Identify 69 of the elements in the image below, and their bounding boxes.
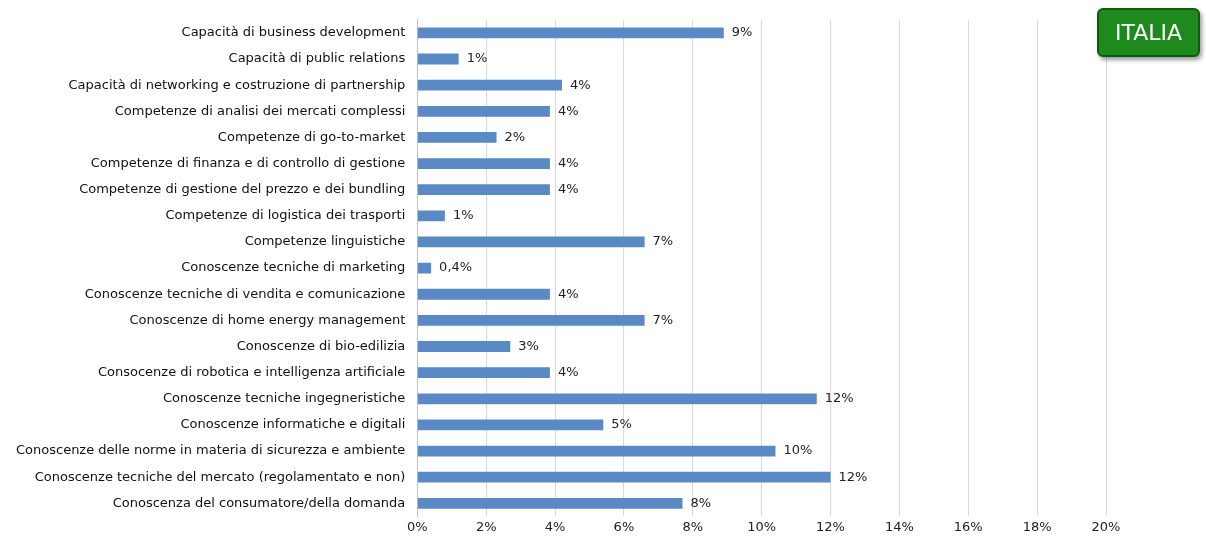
- y-tick-label: Competenze di go-to-market: [217, 128, 406, 144]
- bar: [417, 262, 432, 274]
- data-label: 4%: [557, 285, 579, 301]
- y-tick-label: Competenze di analisi dei mercati complessi: [114, 102, 406, 118]
- x-tick-label: 20%: [1091, 518, 1121, 534]
- y-tick-label: Conoscenze tecniche del mercato (regolamentato e non): [34, 468, 406, 484]
- bar: [417, 236, 645, 248]
- bar: [417, 445, 776, 457]
- x-tick-label: 12%: [816, 518, 845, 534]
- bar: [417, 27, 724, 39]
- bar: [417, 184, 550, 196]
- x-tick-label: 4%: [544, 518, 566, 534]
- y-tick-label: Conoscenze tecniche di vendita e comunicazione: [84, 285, 406, 301]
- bar: [417, 471, 831, 483]
- y-tick-label: Competenze di gestione del prezzo e dei bundling: [79, 181, 406, 197]
- data-label: 7%: [652, 311, 674, 327]
- x-tick-label: 18%: [1022, 518, 1052, 534]
- data-label: 1%: [452, 207, 474, 223]
- data-label: 4%: [557, 102, 579, 118]
- data-label: 10%: [783, 442, 813, 458]
- data-label: 4%: [557, 154, 579, 170]
- y-tick-label: Conoscenze delle norme in materia di sicurezza e ambiente: [15, 442, 406, 458]
- bar: [417, 419, 604, 431]
- data-label: 4%: [557, 181, 579, 197]
- bar: [417, 132, 497, 143]
- bar: [417, 393, 817, 405]
- y-tick-label: Consocenze di robotica e intelligenza artificiale: [97, 364, 406, 380]
- y-tick-label: Capacità di networking e costruzione di partnership: [68, 76, 406, 92]
- data-label: 7%: [652, 233, 674, 249]
- bar: [417, 367, 550, 379]
- text: ITALIA: [1096, 8, 1200, 57]
- y-tick-label: Conoscenze tecniche di marketing: [181, 259, 406, 275]
- data-label: 4%: [569, 76, 591, 92]
- data-label: 5%: [611, 416, 632, 432]
- bar: [417, 105, 550, 117]
- x-tick-label: 6%: [613, 518, 635, 534]
- y-tick-label: Conoscenze tecniche ingegneristiche: [162, 390, 406, 406]
- data-label: 8%: [690, 494, 712, 510]
- y-tick-label: Competenze di logistica dei trasporti: [165, 207, 406, 223]
- y-tick-label: Conoscenze informatiche e digitali: [180, 416, 406, 432]
- y-tick-label: Conoscenze di home energy management: [129, 311, 406, 327]
- bar: [417, 210, 445, 222]
- bar: [417, 79, 562, 91]
- bar: [417, 497, 683, 509]
- x-tick-label: 14%: [884, 518, 914, 534]
- bar: [417, 158, 550, 169]
- x-tick-label: 10%: [747, 518, 777, 534]
- y-tick-label: Capacità di public relations: [228, 50, 406, 66]
- x-tick-label: 8%: [682, 518, 704, 534]
- x-tick-label: 16%: [953, 518, 983, 534]
- y-tick-label: Competenze di finanza e di controllo di gestione: [90, 154, 406, 170]
- y-tick-label: Capacità di business development: [181, 24, 406, 40]
- bar: [417, 341, 511, 352]
- y-tick-label: Conoscenza del consumatore/della domanda: [112, 494, 406, 510]
- y-tick-label: Conoscenze di bio-edilizia: [236, 337, 406, 353]
- bar: [417, 288, 550, 300]
- y-tick-label: Competenze linguistiche: [244, 233, 406, 249]
- data-label: 1%: [466, 50, 488, 66]
- data-label: 12%: [838, 468, 868, 484]
- x-tick-label: 0%: [407, 518, 428, 534]
- data-label: 2%: [504, 128, 526, 144]
- bar: [417, 314, 645, 326]
- data-label: 0,4%: [439, 259, 473, 275]
- data-label: 12%: [824, 390, 854, 406]
- data-label: 4%: [557, 364, 579, 380]
- data-label: 9%: [731, 24, 753, 40]
- data-label: 3%: [518, 337, 539, 353]
- x-tick-label: 2%: [475, 518, 497, 534]
- bar: [417, 53, 459, 65]
